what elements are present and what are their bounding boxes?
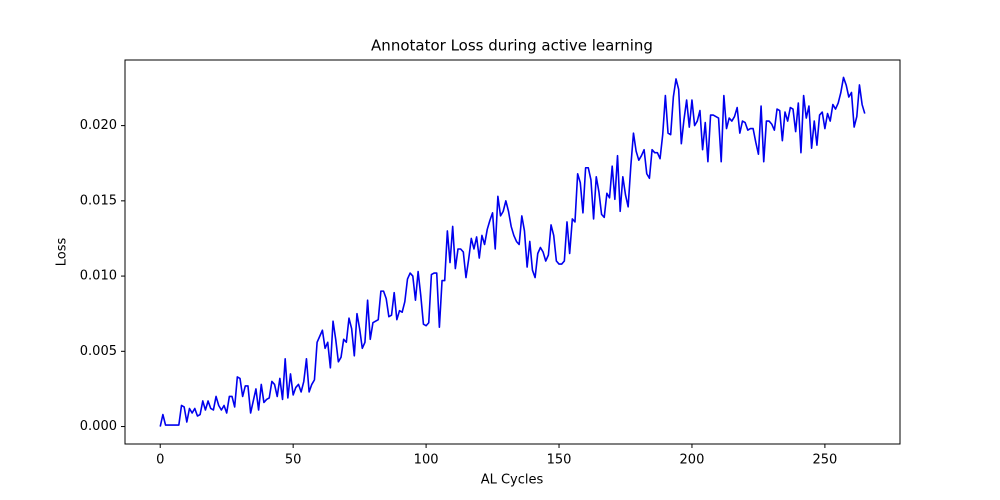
- line-series: [159, 76, 866, 427]
- y-tick-label: 0.020: [80, 118, 117, 133]
- y-tick-label: 0.005: [80, 344, 117, 359]
- x-tick-label: 250: [812, 453, 837, 468]
- y-tick-label: 0.010: [80, 269, 117, 284]
- y-tick-label: 0.015: [80, 193, 117, 208]
- plot-frame: [124, 59, 901, 445]
- chart-title: Annotator Loss during active learning: [371, 37, 653, 55]
- x-tick-label: 0: [156, 453, 164, 468]
- x-tick-label: 100: [414, 453, 439, 468]
- x-tick-label: 50: [285, 453, 302, 468]
- y-tick-label: 0.000: [80, 419, 117, 434]
- x-axis-label: AL Cycles: [481, 473, 544, 488]
- x-tick-label: 150: [547, 453, 572, 468]
- x-tick-label: 200: [680, 453, 705, 468]
- y-axis-label: Loss: [55, 238, 70, 267]
